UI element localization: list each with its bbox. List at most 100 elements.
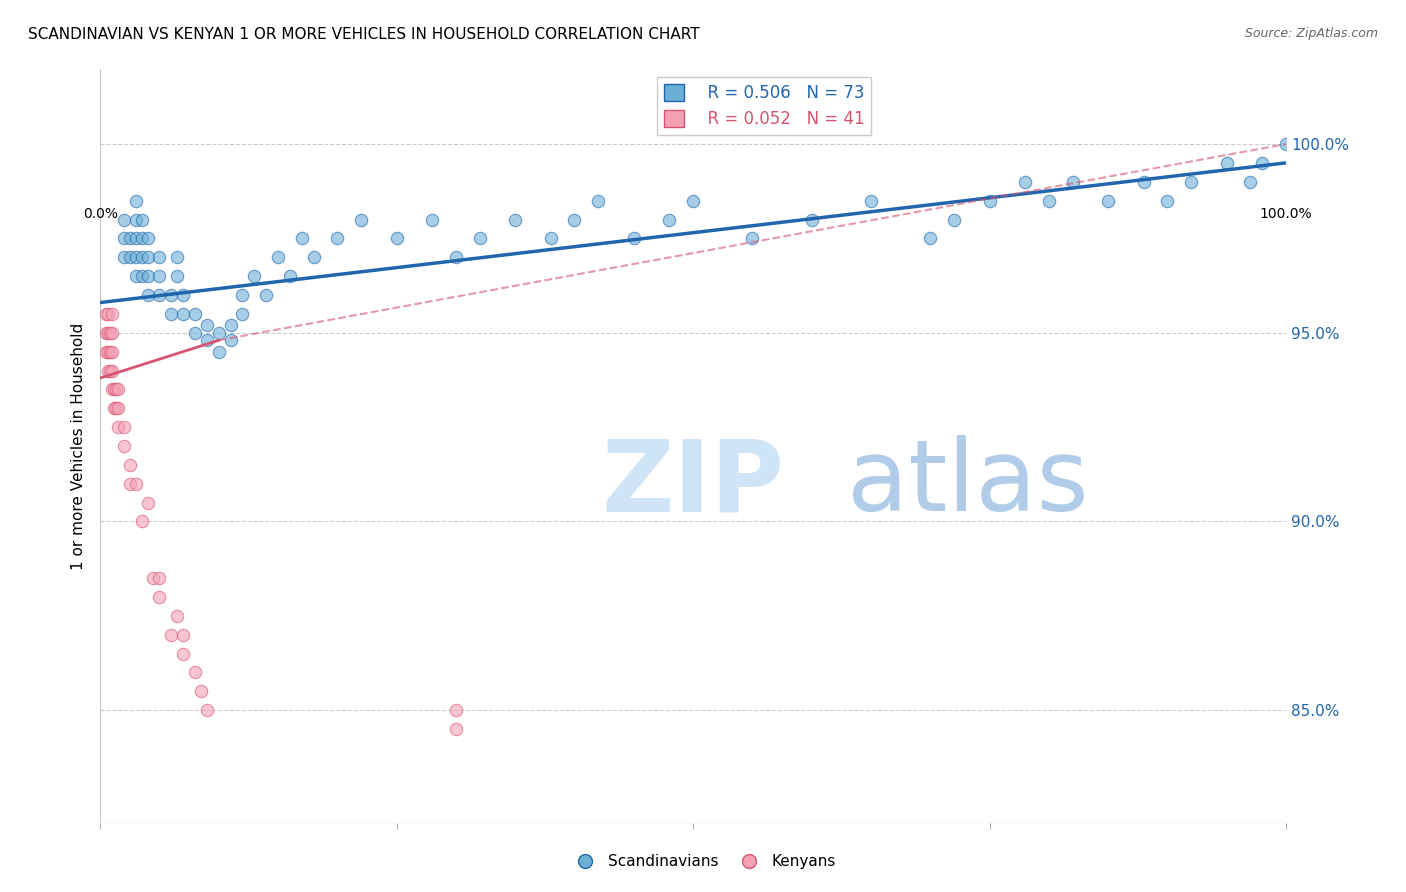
Point [682,194,704,208]
Point [148,590,170,604]
Point [195,703,218,717]
Point [503,212,526,227]
Point [136,288,159,302]
Point [420,212,443,227]
Point [920,231,942,245]
Point [219,318,242,333]
Point [125,269,148,284]
Point [172,628,194,642]
Point [1097,194,1119,208]
Text: SCANDINAVIAN VS KENYAN 1 OR MORE VEHICLES IN HOUSEHOLD CORRELATION CHART: SCANDINAVIAN VS KENYAN 1 OR MORE VEHICLE… [28,27,700,42]
Point [468,231,491,245]
Text: ZIP: ZIP [602,435,785,533]
Point [103,383,125,397]
Point [148,250,170,264]
Point [350,212,373,227]
Point [1156,194,1178,208]
Point [104,383,127,397]
Point [131,250,153,264]
Point [112,212,135,227]
Point [131,231,153,245]
Point [160,307,183,321]
Point [136,250,159,264]
Point [101,307,124,321]
Point [444,722,467,736]
Point [131,515,153,529]
Point [267,250,290,264]
Point [326,231,349,245]
Point [291,231,314,245]
Point [136,495,159,509]
Point [278,269,301,284]
Point [101,326,124,340]
Point [125,231,148,245]
Point [118,231,141,245]
Text: 0.0%: 0.0% [83,208,118,221]
Point [160,288,183,302]
Point [195,318,218,333]
Point [741,231,763,245]
Point [184,307,207,321]
Point [1062,175,1084,189]
Point [118,250,141,264]
Point [1275,136,1298,151]
Point [942,212,965,227]
Point [103,401,125,416]
Point [112,420,135,434]
Point [112,439,135,453]
Point [125,212,148,227]
Point [859,194,882,208]
Point [1251,156,1274,170]
Point [112,250,135,264]
Point [243,269,266,284]
Point [800,212,823,227]
Point [131,212,153,227]
Point [1239,175,1261,189]
Point [136,269,159,284]
Point [118,476,141,491]
Point [1132,175,1154,189]
Point [172,647,194,661]
Point [1038,194,1060,208]
Point [125,476,148,491]
Point [125,250,148,264]
Point [166,608,188,623]
Point [136,231,159,245]
Point [564,212,586,227]
Point [107,420,129,434]
Point [444,703,467,717]
Point [195,334,218,348]
Point [160,628,183,642]
Point [1180,175,1202,189]
Point [208,344,231,359]
Point [166,269,188,284]
Point [148,269,170,284]
Point [172,288,194,302]
Point [190,684,212,698]
Point [97,344,120,359]
Text: 100.0%: 100.0% [1260,208,1312,221]
Point [540,231,562,245]
Point [166,250,188,264]
Point [101,363,124,377]
Text: Source: ZipAtlas.com: Source: ZipAtlas.com [1244,27,1378,40]
Point [231,288,253,302]
Point [131,269,153,284]
Point [107,401,129,416]
Point [444,250,467,264]
Point [98,344,121,359]
Y-axis label: 1 or more Vehicles in Household: 1 or more Vehicles in Household [72,322,86,570]
Point [107,383,129,397]
Point [658,212,681,227]
Point [142,571,165,585]
Point [94,307,117,321]
Point [184,326,207,340]
Point [101,383,124,397]
Point [208,326,231,340]
Point [302,250,325,264]
Point [112,231,135,245]
Point [104,401,127,416]
Point [184,665,207,680]
Point [118,458,141,472]
Point [231,307,253,321]
